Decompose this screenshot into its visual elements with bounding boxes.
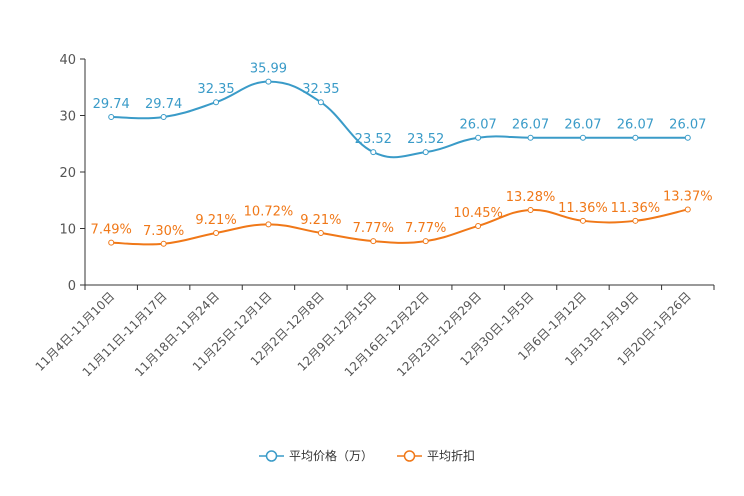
y-tick-label: 0 (68, 279, 76, 294)
data-label: 26.07 (669, 118, 706, 133)
data-point (370, 238, 377, 245)
series-line-2 (111, 208, 689, 246)
data-label: 13.28% (506, 190, 556, 205)
data-point (108, 113, 115, 120)
data-labels: 29.74 29.74 32.35 35.99 32.35 23.52 23.52 26.07… (91, 62, 713, 239)
data-point (213, 229, 220, 236)
series-lines (111, 80, 689, 246)
data-label: 32.35 (302, 82, 339, 97)
data-point (213, 99, 220, 106)
data-point (579, 134, 586, 141)
y-axis-ticks: 0 10 20 30 40 (59, 53, 85, 294)
data-label: 23.52 (407, 132, 444, 147)
y-tick-label: 20 (59, 166, 76, 181)
data-point (632, 217, 639, 224)
legend-swatch-marker (403, 450, 416, 462)
data-label: 29.74 (93, 97, 130, 112)
data-point (684, 206, 691, 213)
data-point (684, 134, 691, 141)
data-label: 26.07 (512, 118, 549, 133)
data-label: 7.49% (91, 223, 132, 238)
data-label: 23.52 (355, 132, 392, 147)
legend-swatch-marker (265, 450, 278, 462)
data-point (422, 149, 429, 156)
data-label: 7.77% (353, 221, 394, 236)
x-axis-ticks: 11月4日-11月10日11月11日-11月17日11月18日-11月24日11… (33, 285, 715, 379)
data-point (160, 240, 167, 247)
data-point (317, 229, 324, 236)
y-tick-label: 40 (59, 53, 76, 68)
data-point (108, 239, 115, 246)
data-point (265, 78, 272, 85)
data-label: 10.72% (244, 204, 294, 219)
data-label: 29.74 (145, 97, 182, 112)
series-points (108, 78, 691, 247)
data-point (422, 238, 429, 245)
data-point (527, 134, 534, 141)
data-label: 26.07 (460, 118, 497, 133)
data-point (265, 221, 272, 228)
series-line-1 (111, 80, 688, 159)
legend[interactable]: 平均价格（万） 平均折扣 (259, 448, 475, 463)
data-label: 13.37% (663, 189, 713, 204)
data-label: 35.99 (250, 62, 287, 77)
data-point (317, 99, 324, 106)
data-point (370, 149, 377, 156)
data-label: 32.35 (197, 82, 234, 97)
data-label: 26.07 (617, 118, 654, 133)
axes (84, 59, 714, 286)
data-label: 7.30% (143, 224, 184, 239)
legend-label-1[interactable]: 平均价格（万） (289, 448, 373, 463)
legend-label-2[interactable]: 平均折扣 (427, 448, 475, 463)
data-point (475, 134, 482, 141)
data-point (632, 134, 639, 141)
data-label: 26.07 (564, 118, 601, 133)
y-tick-label: 10 (59, 223, 76, 238)
data-label: 9.21% (195, 213, 236, 228)
data-point (160, 113, 167, 120)
data-label: 7.77% (405, 221, 446, 236)
data-point (527, 206, 534, 213)
data-point (579, 217, 586, 224)
data-label: 11.36% (558, 201, 608, 216)
y-tick-label: 30 (59, 110, 76, 125)
data-label: 9.21% (300, 213, 341, 228)
data-label: 11.36% (611, 201, 661, 216)
data-label: 10.45% (453, 206, 503, 221)
data-point (475, 222, 482, 229)
